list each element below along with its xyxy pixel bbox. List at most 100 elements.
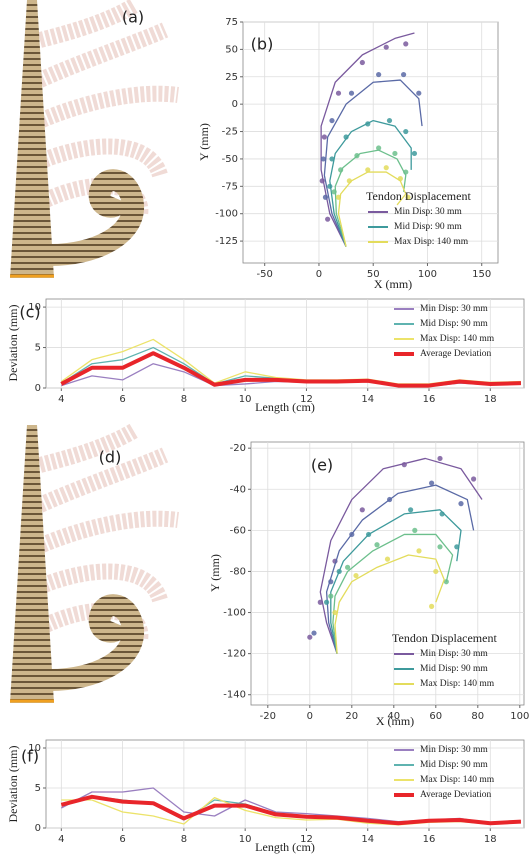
y-tick-label: -60 [230,525,246,536]
legend-title: Tendon Displacement [366,189,471,203]
x-tick-label: 6 [119,834,125,845]
data-point [328,579,333,584]
x-tick-label: 100 [510,711,529,722]
x-axis-label: Length (cm) [255,400,315,414]
panel-label: (f) [21,747,39,766]
data-point [336,91,341,96]
x-axis-label: Length (cm) [255,840,315,854]
y-tick-label: -40 [230,484,246,495]
data-point [387,118,392,123]
legend-label: Min Disp: 30 mm [420,745,488,755]
y-tick-label: -80 [230,566,246,577]
legend-label: Max Disp: 140 mm [420,775,495,785]
x-tick-label: 20 [345,711,358,722]
x-tick-label: 8 [181,394,187,405]
data-point [403,129,408,134]
y-tick-label: 25 [225,72,238,83]
page: (a) (d) -50050100150-125-100-75-50-25025… [0,0,531,861]
y-tick-label: -100 [223,608,246,619]
data-point [347,178,352,183]
data-point [353,573,358,578]
data-point [374,542,379,547]
data-point [401,72,406,77]
x-tick-label: 4 [58,834,64,845]
x-tick-label: -50 [257,269,273,280]
y-axis-label: Y (mm) [197,123,211,161]
x-axis-label: X (mm) [374,277,412,291]
x-tick-label: 100 [418,269,437,280]
data-point [343,134,348,139]
data-point [324,600,329,605]
data-point [376,145,381,150]
data-point [429,604,434,609]
data-point [354,153,359,158]
x-tick-label: 16 [423,834,436,845]
y-tick-label: -140 [223,690,246,701]
x-tick-label: 18 [484,834,497,845]
data-point [360,507,365,512]
legend-label: Max Disp: 140 mm [420,679,495,689]
legend-label: Max Disp: 140 mm [420,334,495,344]
data-point [408,507,413,512]
data-point [387,497,392,502]
legend-label: Mid Disp: 90 mm [420,319,488,329]
x-tick-label: 80 [471,711,484,722]
y-tick-label: 0 [232,99,238,110]
panel-label: (a) [122,8,144,27]
data-point [322,134,327,139]
data-point [384,45,389,50]
data-point [332,189,337,194]
data-point [320,178,325,183]
x-tick-label: -20 [260,711,276,722]
x-tick-label: 150 [472,269,491,280]
data-point [437,456,442,461]
data-point [384,165,389,170]
data-point [429,480,434,485]
data-point [433,569,438,574]
panel-label: (d) [99,448,122,467]
data-point [440,511,445,516]
data-point [323,195,328,200]
data-point [336,195,341,200]
data-point [412,151,417,156]
data-point [360,60,365,65]
data-point [307,635,312,640]
legend-label: Mid Disp: 90 mm [394,222,462,232]
data-point [328,594,333,599]
x-tick-label: 0 [316,269,322,280]
data-point [416,91,421,96]
x-axis-label: X (mm) [376,714,414,728]
robot-image-d [10,425,178,703]
panel-label: (b) [251,35,274,54]
y-tick-label: -20 [230,443,246,454]
data-point [376,72,381,77]
x-tick-label: 10 [239,394,252,405]
legend-label: Mid Disp: 90 mm [420,760,488,770]
data-point [311,630,316,635]
data-point [329,156,334,161]
y-tick-label: 0 [35,823,41,834]
data-point [454,544,459,549]
panel-label: (c) [19,303,40,322]
y-tick-label: -75 [222,181,238,192]
legend-label: Min Disp: 30 mm [420,304,488,314]
legend-label: Mid Disp: 90 mm [420,664,488,674]
x-tick-label: 60 [429,711,442,722]
y-tick-label: -125 [215,236,238,247]
data-point [385,557,390,562]
robot-image-a [10,0,178,278]
data-point [458,501,463,506]
data-point [366,532,371,537]
y-axis-label: Deviation (mm) [6,746,20,823]
data-point [392,151,397,156]
data-point [345,565,350,570]
y-axis-label: Y (mm) [208,554,222,592]
y-tick-label: -25 [222,127,238,138]
x-tick-label: 14 [361,394,374,405]
x-tick-label: 0 [307,711,313,722]
legend-label: Min Disp: 30 mm [394,207,462,217]
data-point [437,544,442,549]
data-point [325,217,330,222]
y-tick-label: 0 [35,383,41,394]
legend-title: Tendon Displacement [392,631,497,645]
